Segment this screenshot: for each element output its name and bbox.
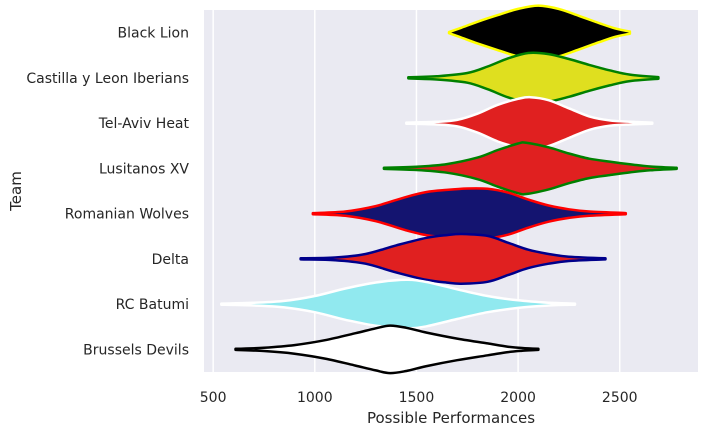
x-tick-label: 1000 — [297, 390, 333, 406]
violin-black-lion — [447, 4, 632, 61]
y-tick-label: Lusitanos XV — [99, 161, 189, 177]
x-tick-label: 2000 — [500, 390, 536, 406]
violin-delta — [299, 232, 607, 285]
x-tick-label: 2500 — [602, 390, 638, 406]
violin-brussels-devils — [234, 324, 540, 375]
x-tick-labels: 500 1000 1500 2000 2500 — [200, 390, 638, 406]
x-tick-label: 1500 — [399, 390, 435, 406]
violins — [220, 4, 678, 375]
violin-tel-aviv-heat — [405, 95, 654, 151]
x-axis-title: Possible Performances — [367, 409, 535, 427]
violin-lusitanos-xv — [382, 141, 678, 196]
y-tick-label: Black Lion — [118, 26, 189, 42]
y-axis-title: Team — [7, 171, 25, 212]
y-tick-labels: Black Lion Castilla y Leon Iberians Tel-Av… — [26, 26, 189, 359]
y-tick-label: Delta — [152, 252, 189, 268]
y-tick-label: Castilla y Leon Iberians — [26, 71, 189, 87]
y-tick-label: Romanian Wolves — [65, 207, 189, 223]
y-tick-label: RC Batumi — [116, 297, 189, 313]
y-tick-label: Tel-Aviv Heat — [98, 116, 190, 132]
y-tick-label: Brussels Devils — [83, 342, 189, 358]
violin-castilla-y-leon-iberians — [407, 51, 660, 105]
violin-rc-batumi — [220, 278, 577, 330]
x-tick-label: 500 — [200, 390, 227, 406]
